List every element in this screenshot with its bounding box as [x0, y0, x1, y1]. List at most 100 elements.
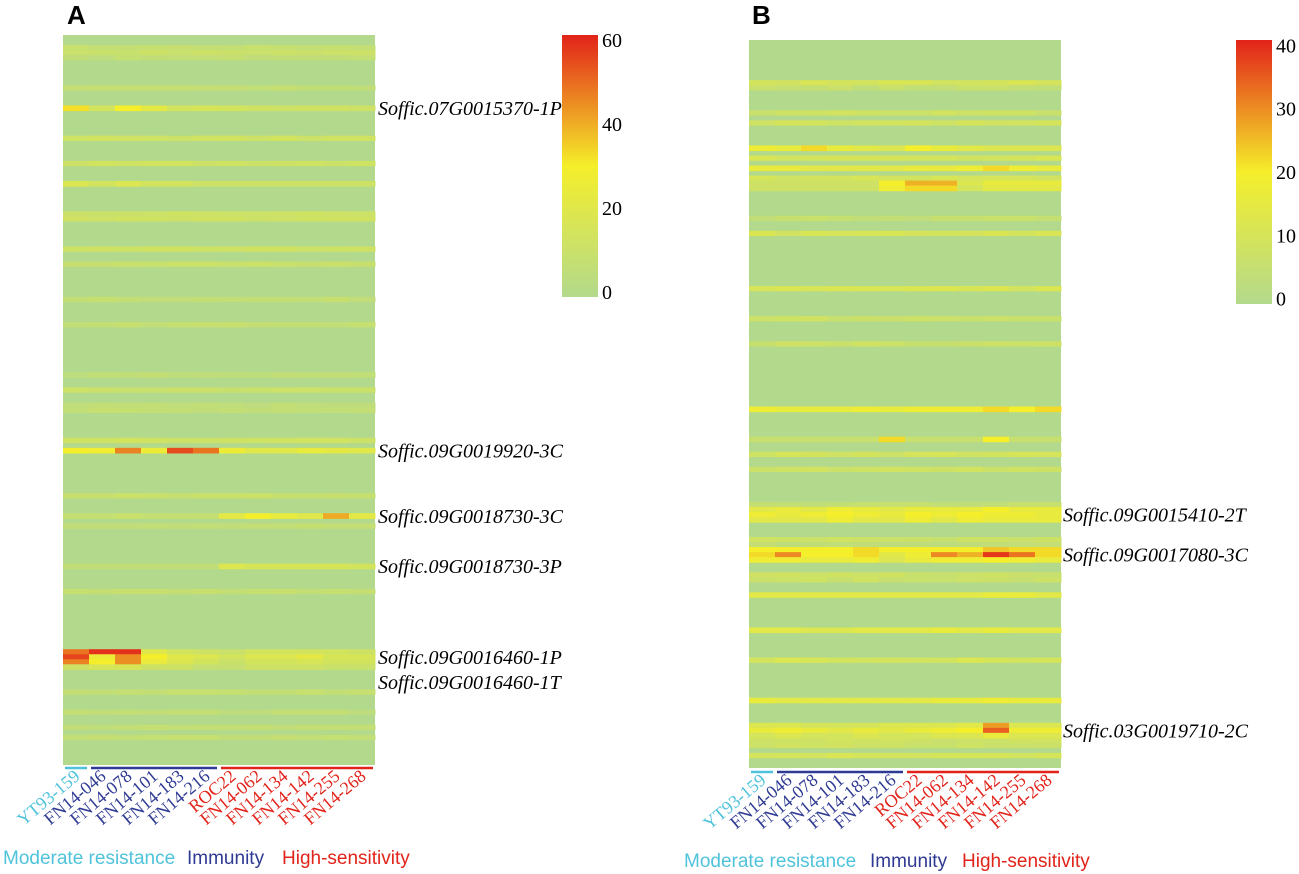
heatmap-cell	[879, 230, 906, 237]
heatmap-cell	[749, 572, 776, 578]
heatmap-cell	[1009, 436, 1036, 443]
gene-label: Soffic.09G0018730-3P	[378, 556, 562, 578]
heatmap-cell	[271, 216, 298, 222]
heatmap-cell	[983, 557, 1010, 563]
heatmap-cell	[749, 451, 776, 458]
heatmap-cell	[905, 165, 932, 172]
heatmap-cell	[323, 664, 350, 670]
heatmap-cell	[749, 552, 776, 558]
heatmap-cell	[1009, 286, 1036, 292]
heatmap-cell	[167, 654, 194, 660]
heatmap-cell	[1009, 110, 1036, 116]
heatmap-cell	[245, 407, 272, 413]
heatmap-background	[749, 40, 1061, 768]
heatmap-cell	[219, 659, 246, 665]
heatmap-cell	[801, 547, 828, 553]
heatmap-cell	[349, 135, 376, 142]
heatmap-cell	[141, 659, 168, 665]
heatmap-cell	[297, 50, 324, 56]
heatmap-cell	[775, 145, 802, 152]
heatmap-cell	[89, 321, 116, 328]
heatmap-cell	[219, 372, 246, 378]
heatmap-cell	[63, 724, 90, 731]
heatmap-cell	[115, 664, 142, 670]
heatmap-cell	[219, 50, 246, 56]
heatmap-cell	[1035, 501, 1062, 508]
heatmap-cell	[905, 592, 932, 598]
heatmap-cell	[749, 215, 776, 222]
heatmap-cell	[931, 572, 958, 578]
heatmap-cell	[827, 511, 854, 518]
heatmap-cell	[245, 45, 272, 51]
heatmap-cell	[141, 709, 168, 715]
heatmap-cell	[905, 80, 932, 86]
heatmap-cell	[271, 447, 298, 454]
heatmap-cell	[931, 537, 958, 543]
heatmap-cell	[271, 659, 298, 665]
heatmap-cell	[983, 110, 1010, 116]
heatmap-cell	[297, 45, 324, 51]
heatmap-cell	[193, 588, 220, 595]
heatmap-cell	[271, 493, 298, 499]
heatmap-cell	[1009, 120, 1036, 126]
heatmap-cell	[931, 557, 958, 563]
heatmap-cell	[297, 402, 324, 408]
heatmap-cell	[983, 155, 1010, 161]
heatmap-cell	[983, 737, 1010, 744]
heatmap-cell	[775, 215, 802, 222]
heatmap-cell	[957, 175, 984, 181]
heatmap-cell	[323, 513, 350, 519]
heatmap-cell	[775, 577, 802, 583]
heatmap-cell	[297, 649, 324, 655]
heatmap-cell	[827, 180, 854, 187]
heatmap-cell	[1035, 542, 1062, 548]
heatmap-cell	[749, 627, 776, 634]
heatmap-cell	[957, 341, 984, 347]
heatmap-cell	[1035, 577, 1062, 583]
heatmap-cell	[931, 511, 958, 518]
heatmap-cell	[801, 577, 828, 583]
heatmap-cell	[63, 649, 90, 655]
heatmap-cell	[193, 407, 220, 413]
heatmap-cell	[931, 752, 958, 759]
heatmap-cell	[957, 406, 984, 413]
heatmap-cell	[349, 216, 376, 222]
heatmap-cell	[853, 120, 880, 126]
heatmap-cell	[349, 50, 376, 56]
heatmap-cell	[271, 407, 298, 413]
heatmap-cell	[827, 737, 854, 744]
heatmap-cell	[63, 135, 90, 142]
heatmap-cell	[297, 296, 324, 303]
heatmap-cell	[141, 664, 168, 670]
heatmap-cell	[879, 175, 906, 181]
heatmap-cell	[957, 657, 984, 663]
heatmap-cell	[957, 542, 984, 548]
heatmap-cell	[115, 447, 142, 454]
panel-a-letter: A	[67, 0, 86, 30]
heatmap-cell	[349, 523, 376, 529]
heatmap-cell	[853, 110, 880, 116]
heatmap-cell	[297, 135, 324, 142]
heatmap-cell	[801, 722, 828, 729]
heatmap-cell	[853, 501, 880, 508]
gene-label: Soffic.03G0019710-2C	[1063, 720, 1249, 742]
heatmap-cell	[245, 372, 272, 378]
heatmap-cell	[115, 105, 142, 112]
heatmap-cell	[1009, 732, 1036, 739]
heatmap-cell	[323, 387, 350, 393]
heatmap-cell	[1009, 501, 1036, 508]
heatmap-cell	[63, 588, 90, 595]
heatmap-cell	[905, 516, 932, 523]
heatmap-cell	[983, 316, 1010, 322]
heatmap-cell	[879, 501, 906, 508]
heatmap-cell	[193, 649, 220, 655]
heatmap-cell	[297, 523, 324, 529]
heatmap-cell	[749, 436, 776, 443]
heatmap-cell	[827, 436, 854, 443]
heatmap-cell	[957, 592, 984, 598]
heatmap-cell	[297, 160, 324, 167]
heatmap-cell	[89, 407, 116, 413]
heatmap-cell	[879, 165, 906, 172]
heatmap-cell	[219, 211, 246, 217]
heatmap-cell	[801, 436, 828, 443]
